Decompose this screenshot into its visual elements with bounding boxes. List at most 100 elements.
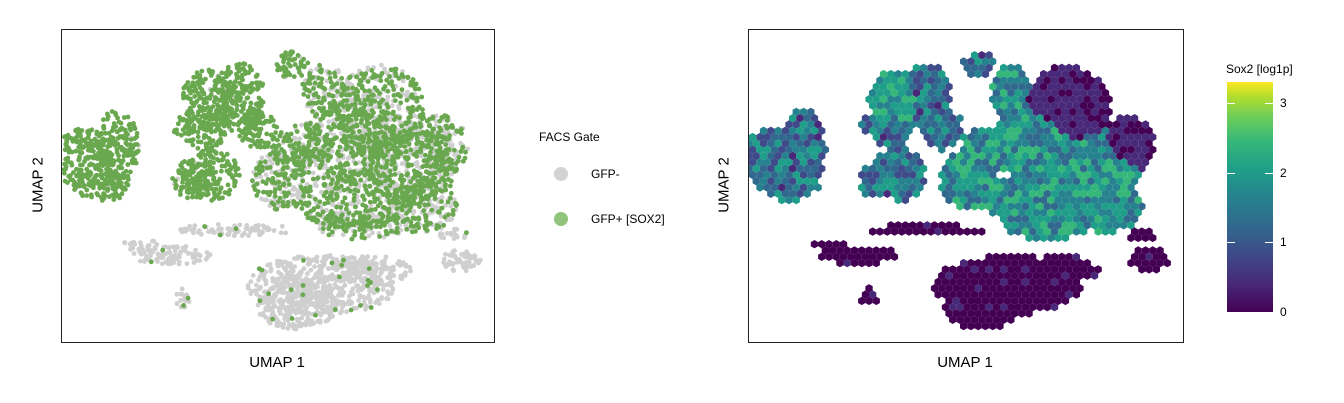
- point-gfp-pos: [216, 196, 222, 201]
- point-gfp-neg: [340, 232, 346, 238]
- point-gfp-neg: [350, 286, 356, 292]
- point-gfp-neg: [215, 222, 221, 227]
- point-gfp-pos: [205, 169, 210, 175]
- point-gfp-neg: [362, 296, 368, 301]
- point-gfp-neg: [145, 243, 151, 249]
- point-gfp-pos: [210, 87, 216, 93]
- point-gfp-pos: [258, 160, 263, 165]
- point-gfp-pos: [172, 128, 178, 133]
- point-gfp-pos: [334, 165, 340, 171]
- point-gfp-pos: [344, 98, 350, 103]
- point-gfp-pos: [242, 61, 248, 67]
- point-gfp-pos: [431, 126, 437, 132]
- point-gfp-pos: [215, 179, 220, 185]
- point-gfp-neg: [163, 244, 168, 250]
- point-gfp-neg: [174, 244, 180, 250]
- point-gfp-pos: [93, 155, 99, 161]
- point-gfp-pos: [96, 163, 101, 169]
- point-gfp-pos: [76, 132, 81, 138]
- point-gfp-pos: [352, 187, 358, 193]
- point-gfp-pos: [191, 88, 196, 94]
- point-gfp-neg: [176, 261, 182, 267]
- point-gfp-neg: [295, 318, 301, 324]
- point-gfp-neg: [307, 261, 313, 267]
- point-gfp-neg: [328, 291, 333, 296]
- point-gfp-neg: [172, 248, 178, 254]
- point-gfp-pos: [348, 126, 353, 131]
- point-gfp-pos: [213, 111, 219, 117]
- point-gfp-pos: [121, 153, 127, 159]
- point-gfp-neg: [186, 299, 192, 305]
- point-gfp-neg: [380, 287, 386, 292]
- point-gfp-pos: [437, 134, 442, 139]
- point-gfp-pos: [212, 83, 218, 89]
- point-gfp-pos: [79, 128, 85, 133]
- point-gfp-pos: [352, 141, 358, 146]
- point-gfp-pos: [109, 152, 115, 157]
- point-gfp-pos: [184, 118, 190, 123]
- point-gfp-pos: [358, 120, 364, 126]
- point-gfp-neg: [279, 223, 285, 229]
- point-gfp-pos: [74, 166, 79, 172]
- point-gfp-pos: [408, 223, 414, 229]
- point-gfp-neg: [309, 257, 315, 263]
- point-gfp-neg: [447, 259, 452, 265]
- point-gfp-neg: [442, 261, 448, 267]
- point-gfp-pos: [446, 212, 451, 218]
- point-gfp-pos: [359, 133, 365, 139]
- point-gfp-pos: [121, 115, 127, 120]
- point-gfp-pos: [221, 123, 227, 129]
- point-gfp-pos: [111, 125, 116, 130]
- point-gfp-pos: [369, 108, 375, 113]
- point-gfp-pos: [209, 198, 215, 203]
- point-gfp-neg: [363, 255, 369, 261]
- point-gfp-pos: [234, 71, 239, 77]
- point-gfp-pos: [404, 226, 410, 232]
- point-gfp-pos: [221, 102, 226, 108]
- point-gfp-pos: [347, 92, 353, 98]
- point-gfp-pos: [255, 111, 261, 116]
- point-gfp-pos: [430, 177, 436, 182]
- point-gfp-neg: [198, 231, 204, 237]
- point-gfp-pos: [300, 201, 306, 207]
- point-gfp-neg: [292, 264, 297, 269]
- point-gfp-pos: [125, 182, 131, 188]
- point-gfp-neg: [178, 249, 184, 255]
- point-gfp-pos: [398, 143, 403, 149]
- point-gfp-pos: [211, 175, 217, 181]
- point-gfp-pos: [386, 192, 392, 198]
- point-gfp-pos: [385, 104, 391, 110]
- point-gfp-pos: [405, 155, 410, 160]
- point-gfp-neg: [267, 262, 273, 267]
- point-gfp-pos: [446, 147, 452, 153]
- point-gfp-pos: [418, 121, 423, 127]
- point-gfp-pos: [379, 109, 384, 115]
- point-gfp-pos: [310, 100, 316, 106]
- point-gfp-pos: [332, 100, 338, 106]
- point-gfp-pos: [403, 203, 408, 209]
- point-gfp-pos: [370, 160, 376, 166]
- point-gfp-pos: [354, 74, 359, 80]
- point-gfp-pos: [106, 137, 112, 143]
- point-gfp-neg: [325, 317, 331, 323]
- point-gfp-pos: [453, 200, 458, 206]
- point-gfp-pos: [391, 156, 397, 162]
- point-gfp-neg: [278, 281, 284, 286]
- point-gfp-pos: [208, 92, 214, 98]
- point-gfp-neg: [151, 238, 157, 244]
- point-gfp-pos: [246, 113, 251, 118]
- point-gfp-neg: [319, 292, 325, 297]
- point-gfp-pos: [364, 171, 370, 177]
- point-gfp-pos: [317, 81, 323, 87]
- point-gfp-neg: [257, 312, 263, 317]
- point-gfp-pos: [292, 123, 298, 129]
- point-gfp-pos: [105, 186, 111, 192]
- point-gfp-pos: [235, 75, 240, 81]
- point-gfp-pos: [203, 76, 208, 82]
- point-gfp-pos: [408, 179, 414, 185]
- point-gfp-pos: [322, 86, 328, 92]
- point-gfp-neg: [358, 277, 364, 283]
- point-gfp-pos: [89, 180, 94, 185]
- point-gfp-pos: [319, 108, 325, 114]
- point-gfp-pos: [358, 177, 364, 183]
